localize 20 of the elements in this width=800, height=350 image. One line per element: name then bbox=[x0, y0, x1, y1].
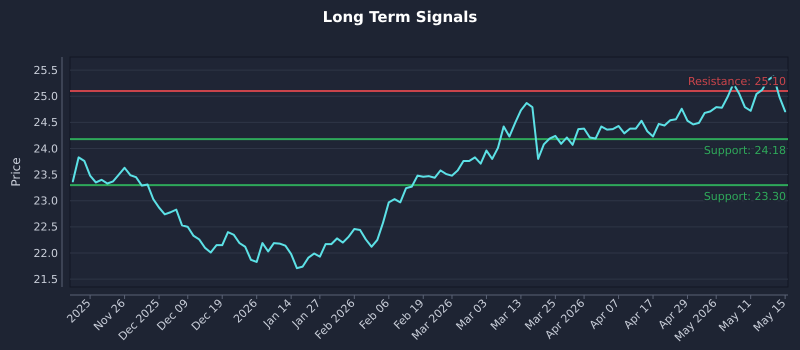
ref-line-label: Support: 23.30 bbox=[704, 190, 786, 204]
x-tick-label: Mar 13 bbox=[488, 296, 524, 333]
y-tick-label: 22.5 bbox=[34, 220, 58, 234]
chart-title: Long Term Signals bbox=[322, 8, 478, 26]
y-tick-label: 22.0 bbox=[34, 246, 58, 260]
y-tick-label: 25.0 bbox=[34, 90, 58, 104]
x-tick-label: Feb 06 bbox=[356, 296, 392, 332]
y-tick-label: 24.0 bbox=[34, 142, 58, 156]
x-tick-label: Apr 07 bbox=[586, 296, 622, 332]
y-tick-label: 23.0 bbox=[34, 194, 58, 208]
line-series bbox=[72, 75, 786, 270]
y-tick-label: 24.5 bbox=[34, 116, 58, 130]
y-tick-label: 25.5 bbox=[34, 64, 58, 77]
y-tick-label: 21.5 bbox=[34, 273, 58, 286]
y-axis-title: Price bbox=[9, 157, 23, 187]
y-tick-label: 23.5 bbox=[34, 168, 58, 182]
ref-line-label: Support: 24.18 bbox=[704, 144, 786, 158]
x-tick-label: Apr 17 bbox=[621, 296, 656, 332]
x-tick-label: Dec 19 bbox=[188, 296, 226, 334]
x-tick-label: Mar 03 bbox=[454, 296, 490, 333]
